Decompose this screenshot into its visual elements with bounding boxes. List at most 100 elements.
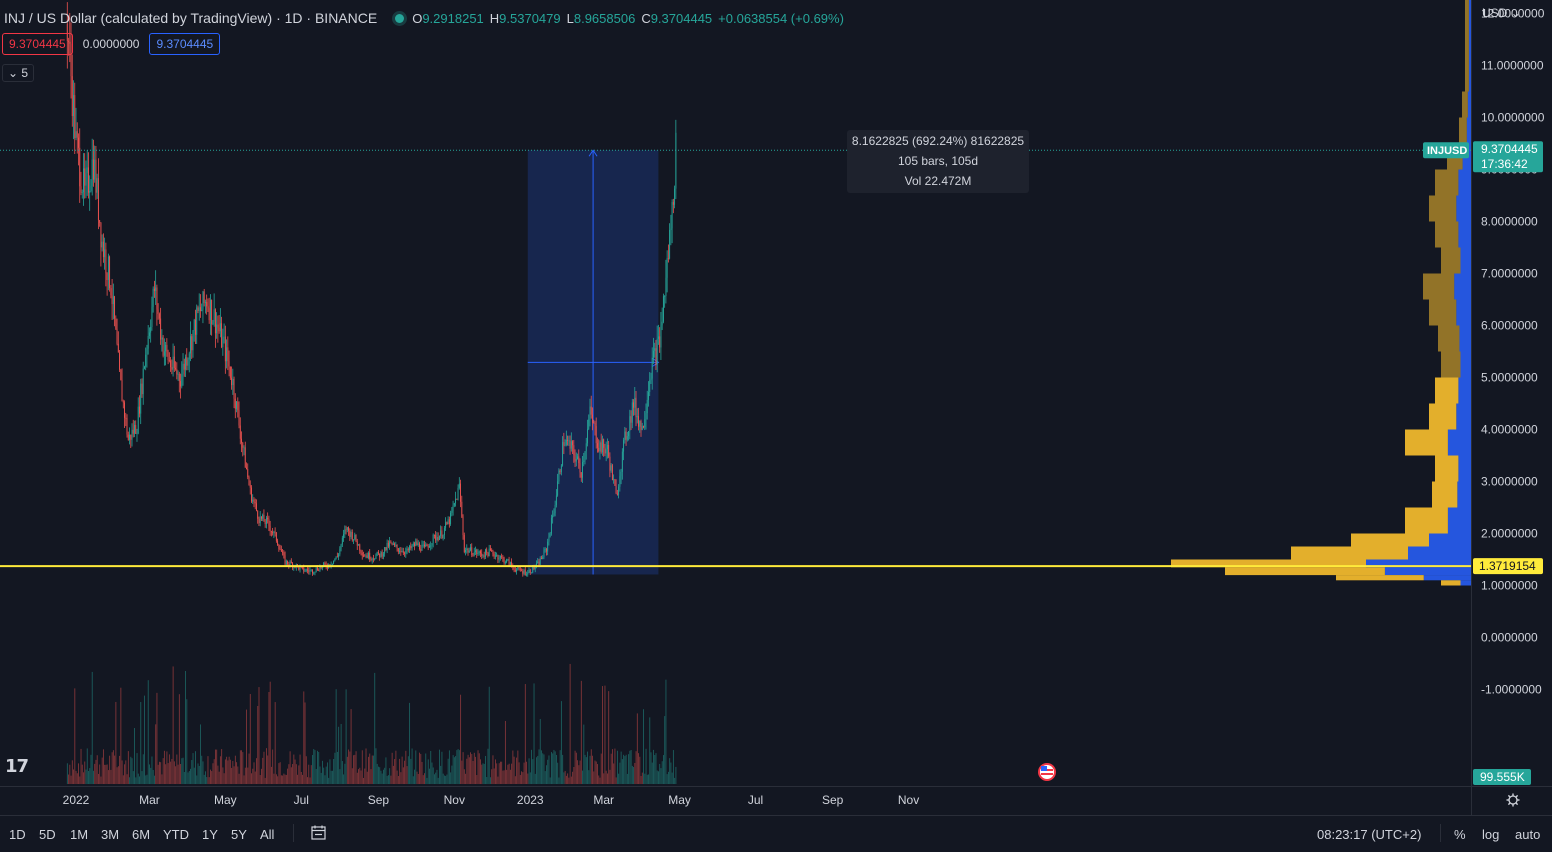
candle-body	[259, 516, 261, 523]
log-scale-toggle[interactable]: log	[1482, 827, 1500, 842]
candle-body	[421, 544, 423, 551]
buy-price-box[interactable]: 9.3704445	[149, 33, 221, 55]
candle-body	[531, 572, 532, 574]
volume-bar	[390, 775, 392, 784]
candle-body	[382, 553, 384, 557]
volume-profile-up-bar	[1468, 39, 1471, 66]
volume-bar	[460, 694, 462, 784]
volume-profile-down-bar	[1291, 546, 1408, 560]
volume-bar	[354, 754, 356, 784]
candle-body	[492, 550, 494, 555]
candle-body	[127, 434, 129, 441]
timeframe-1d-button[interactable]: 1D	[9, 827, 26, 842]
candle-body	[340, 544, 342, 549]
candle-body	[643, 426, 644, 428]
candle-body	[453, 503, 455, 506]
candle-body	[473, 552, 475, 556]
volume-bar	[175, 766, 177, 784]
level-price-tag: 1.3719154	[1473, 558, 1543, 575]
volume-bar	[516, 757, 518, 784]
candle-body	[582, 461, 583, 478]
volume-bar	[391, 752, 393, 784]
candle-body	[539, 558, 541, 565]
percent-scale-toggle[interactable]: %	[1454, 827, 1466, 842]
candle-body	[465, 549, 466, 552]
volume-bar	[335, 689, 337, 784]
candle-body	[523, 569, 525, 574]
volume-profile-up-bar	[1423, 575, 1471, 581]
volume-bar	[207, 756, 209, 784]
candle-body	[231, 377, 233, 386]
volume-bar	[228, 756, 230, 784]
volume-bar	[226, 756, 228, 784]
volume-bar	[407, 756, 409, 784]
candle-body	[303, 567, 305, 572]
volume-bar	[88, 771, 89, 784]
timeframe-5y-button[interactable]: 5Y	[231, 827, 247, 842]
volume-bar	[83, 772, 84, 784]
volume-profile-down-bar	[1429, 403, 1457, 430]
volume-bar	[238, 773, 240, 784]
timeframe-3m-button[interactable]: 3M	[101, 827, 120, 842]
volume-bar	[185, 670, 187, 784]
volume-bar	[624, 756, 626, 784]
candle-body	[488, 548, 490, 557]
volume-bar	[75, 770, 77, 784]
candle-body	[69, 41, 71, 44]
timeframe-5d-button[interactable]: 5D	[39, 827, 56, 842]
timeframe-ytd-button[interactable]: YTD	[163, 827, 189, 842]
timeframe-1m-button[interactable]: 1M	[70, 827, 89, 842]
volume-bar	[675, 766, 677, 784]
tradingview-logo[interactable]: 17	[5, 756, 29, 777]
volume-bar	[365, 748, 367, 784]
currency-selector[interactable]: USD ⌄	[1482, 6, 1521, 20]
sell-price-box[interactable]: 9.3704445	[2, 33, 73, 55]
candle-body	[655, 348, 657, 365]
us-flag-event-icon-stripe	[1041, 773, 1053, 775]
timeframe-1y-button[interactable]: 1Y	[202, 827, 218, 842]
volume-bar	[552, 753, 554, 784]
volume-bar	[244, 767, 246, 784]
candle-body	[604, 447, 606, 454]
volume-bar	[134, 728, 135, 784]
collapse-indicators-button[interactable]: ⌄ 5	[2, 64, 35, 82]
volume-bar	[329, 759, 331, 784]
volume-profile-up-bar	[1458, 169, 1471, 196]
candle-body	[358, 544, 359, 546]
candle-body	[143, 366, 145, 369]
candle-body	[326, 566, 328, 568]
candle-body	[570, 441, 572, 449]
candle-body	[404, 552, 405, 554]
candle-body	[599, 442, 601, 452]
candle-body	[670, 228, 672, 231]
candle-body	[247, 469, 249, 478]
volume-bar	[399, 758, 401, 784]
volume-bar	[121, 760, 123, 784]
volume-bar	[304, 702, 306, 784]
candle-body	[214, 309, 216, 334]
volume-bar	[546, 765, 547, 784]
volume-bar	[257, 705, 259, 784]
candle-body	[625, 431, 627, 440]
timeframe-6m-button[interactable]: 6M	[132, 827, 151, 842]
clock-timezone[interactable]: 08:23:17 (UTC+2)	[1317, 827, 1422, 842]
auto-scale-toggle[interactable]: auto	[1515, 827, 1541, 842]
volume-bar	[415, 750, 417, 784]
timeframe-all-button[interactable]: All	[260, 827, 275, 842]
time-tick-label: Sep	[822, 793, 844, 807]
symbol-title[interactable]: INJ / US Dollar (calculated by TradingVi…	[4, 10, 378, 26]
volume-bar	[172, 666, 174, 784]
volume-bar	[273, 773, 275, 784]
volume-bar	[331, 770, 333, 784]
volume-bar	[137, 773, 139, 784]
volume-bar	[279, 762, 281, 784]
date-range-button[interactable]	[310, 824, 328, 845]
volume-bar	[615, 777, 617, 784]
volume-bar	[73, 769, 75, 784]
volume-bar	[583, 724, 585, 784]
volume-bar	[150, 767, 152, 784]
volume-bar	[142, 754, 144, 784]
volume-bar	[482, 763, 484, 784]
candle-body	[329, 564, 331, 567]
